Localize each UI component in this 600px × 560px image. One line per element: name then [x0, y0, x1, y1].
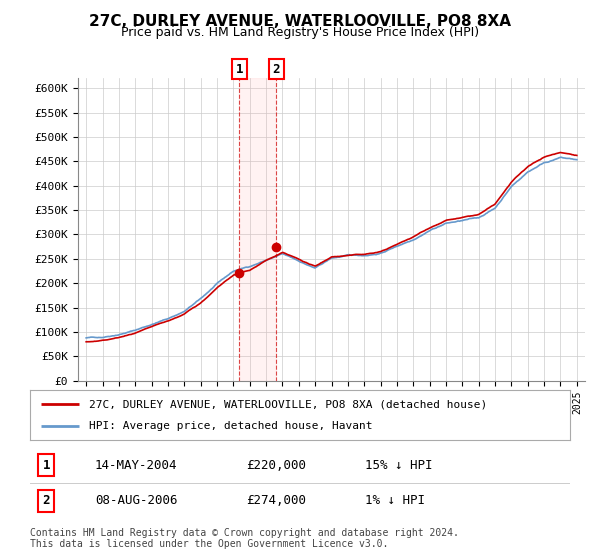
Text: £274,000: £274,000 — [246, 494, 306, 507]
Text: 14-MAY-2004: 14-MAY-2004 — [95, 459, 178, 472]
Text: 2: 2 — [43, 494, 50, 507]
Text: 1% ↓ HPI: 1% ↓ HPI — [365, 494, 425, 507]
Text: 1: 1 — [43, 459, 50, 472]
Text: Contains HM Land Registry data © Crown copyright and database right 2024.
This d: Contains HM Land Registry data © Crown c… — [30, 528, 459, 549]
Text: Price paid vs. HM Land Registry's House Price Index (HPI): Price paid vs. HM Land Registry's House … — [121, 26, 479, 39]
Text: 1: 1 — [236, 63, 243, 76]
Text: 27C, DURLEY AVENUE, WATERLOOVILLE, PO8 8XA (detached house): 27C, DURLEY AVENUE, WATERLOOVILLE, PO8 8… — [89, 399, 488, 409]
Text: £220,000: £220,000 — [246, 459, 306, 472]
Text: 27C, DURLEY AVENUE, WATERLOOVILLE, PO8 8XA: 27C, DURLEY AVENUE, WATERLOOVILLE, PO8 8… — [89, 14, 511, 29]
Bar — [239, 78, 276, 381]
Text: 15% ↓ HPI: 15% ↓ HPI — [365, 459, 432, 472]
Text: 08-AUG-2006: 08-AUG-2006 — [95, 494, 178, 507]
Text: 2: 2 — [272, 63, 280, 76]
Text: HPI: Average price, detached house, Havant: HPI: Average price, detached house, Hava… — [89, 421, 373, 431]
